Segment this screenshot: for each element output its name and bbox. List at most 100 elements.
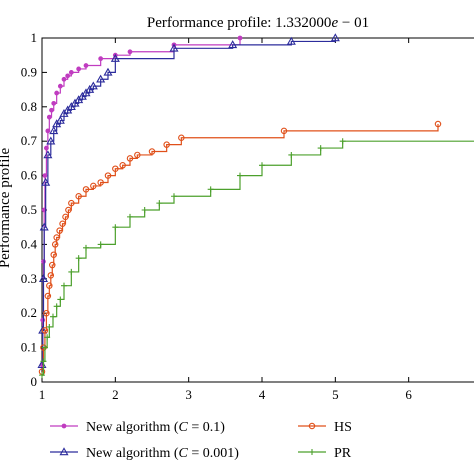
data-point (41, 344, 48, 351)
legend-swatch-marker (308, 422, 316, 430)
data-point (90, 182, 97, 190)
data-point (330, 33, 340, 42)
data-point (39, 372, 45, 379)
series-2 (37, 33, 340, 369)
data-point (148, 148, 156, 155)
data-point (68, 70, 74, 75)
data-point (68, 199, 75, 207)
legend-label: HS (334, 420, 352, 435)
y-tick-label: 0.9 (21, 64, 37, 79)
x-tick-label: 6 (405, 387, 412, 402)
data-point (82, 186, 90, 193)
legend-item-4: PR (298, 446, 352, 461)
data-point (127, 49, 133, 55)
data-point (103, 67, 113, 76)
data-point (96, 74, 106, 83)
data-point (169, 43, 179, 52)
data-point (317, 145, 324, 152)
data-point (88, 81, 98, 90)
data-point (339, 138, 346, 145)
data-point (38, 274, 49, 283)
data-point (50, 251, 57, 258)
series-layer (37, 33, 474, 379)
data-point (51, 241, 59, 248)
data-point (156, 200, 163, 207)
x-tick-label: 1 (39, 387, 46, 402)
data-point (47, 272, 55, 279)
data-point (76, 66, 82, 72)
data-point (43, 309, 50, 317)
data-point (41, 177, 51, 186)
data-point (53, 234, 60, 241)
x-tick-label: 5 (332, 387, 339, 402)
data-point (44, 292, 52, 300)
series-4 (39, 138, 474, 379)
y-tick-label: 0.1 (21, 340, 37, 355)
data-point (104, 172, 112, 179)
data-point (286, 36, 296, 45)
data-point (112, 224, 119, 231)
data-point (228, 40, 238, 49)
legend-label: New algorithm (C = 0.001) (86, 446, 239, 461)
legend-label: New algorithm (C = 0.1) (86, 420, 225, 435)
plot-frame (41, 37, 474, 383)
data-point (110, 53, 120, 62)
data-point (171, 193, 177, 200)
y-tick-label: 0.4 (21, 236, 38, 251)
y-tick-label: 0.6 (21, 168, 38, 183)
data-point (280, 127, 288, 135)
data-point (61, 282, 67, 289)
data-point (46, 282, 53, 289)
data-point (53, 303, 60, 310)
chart-title: Performance profile: 1.332000e − 01 (147, 15, 369, 31)
data-point (44, 145, 49, 151)
data-point (75, 255, 82, 262)
data-point (112, 165, 119, 172)
data-point (83, 63, 89, 68)
data-point (57, 83, 63, 89)
data-point (44, 334, 51, 341)
data-point (288, 151, 295, 158)
series-1 (39, 35, 243, 368)
data-point (207, 186, 214, 193)
data-point (97, 241, 104, 248)
data-point (45, 128, 51, 134)
data-point (55, 115, 65, 124)
legend-swatch-marker (59, 447, 69, 456)
data-point (65, 206, 72, 214)
data-point (127, 213, 133, 220)
legend-item-3: HS (298, 420, 352, 435)
data-point (43, 150, 53, 159)
legend: New algorithm (C = 0.1) New algorithm (C … (50, 420, 352, 461)
data-point (163, 141, 170, 148)
y-tick-label: 0.2 (21, 305, 37, 320)
data-point (50, 313, 56, 320)
y-axis-label: Performance profile (0, 147, 13, 268)
data-point (57, 296, 64, 303)
x-axis: 1234567 (39, 38, 412, 402)
data-point (41, 327, 49, 334)
data-point (83, 244, 89, 251)
legend-item-1: New algorithm (C = 0.1) (50, 420, 225, 435)
data-point (259, 162, 265, 169)
legend-label: PR (334, 446, 352, 461)
series-line (42, 124, 439, 373)
data-point (98, 56, 104, 62)
y-tick-label: 0.8 (21, 99, 37, 114)
data-point (75, 192, 82, 200)
y-axis: 0 0.1 0.2 0.3 0.4 0.5 0.6 0.7 0.8 0.9 1 (21, 30, 47, 389)
data-point (237, 35, 243, 41)
series-line (42, 38, 336, 366)
y-tick-label: 0.5 (21, 202, 37, 217)
data-point (49, 107, 54, 113)
data-point (126, 155, 134, 162)
data-point (237, 172, 243, 179)
data-point (49, 261, 56, 269)
y-tick-label: 0.7 (21, 133, 38, 148)
series-3 (38, 120, 442, 375)
data-point (40, 358, 47, 365)
legend-swatch-marker (309, 449, 315, 455)
y-tick-label: 0.3 (21, 271, 37, 286)
data-point (51, 100, 57, 106)
